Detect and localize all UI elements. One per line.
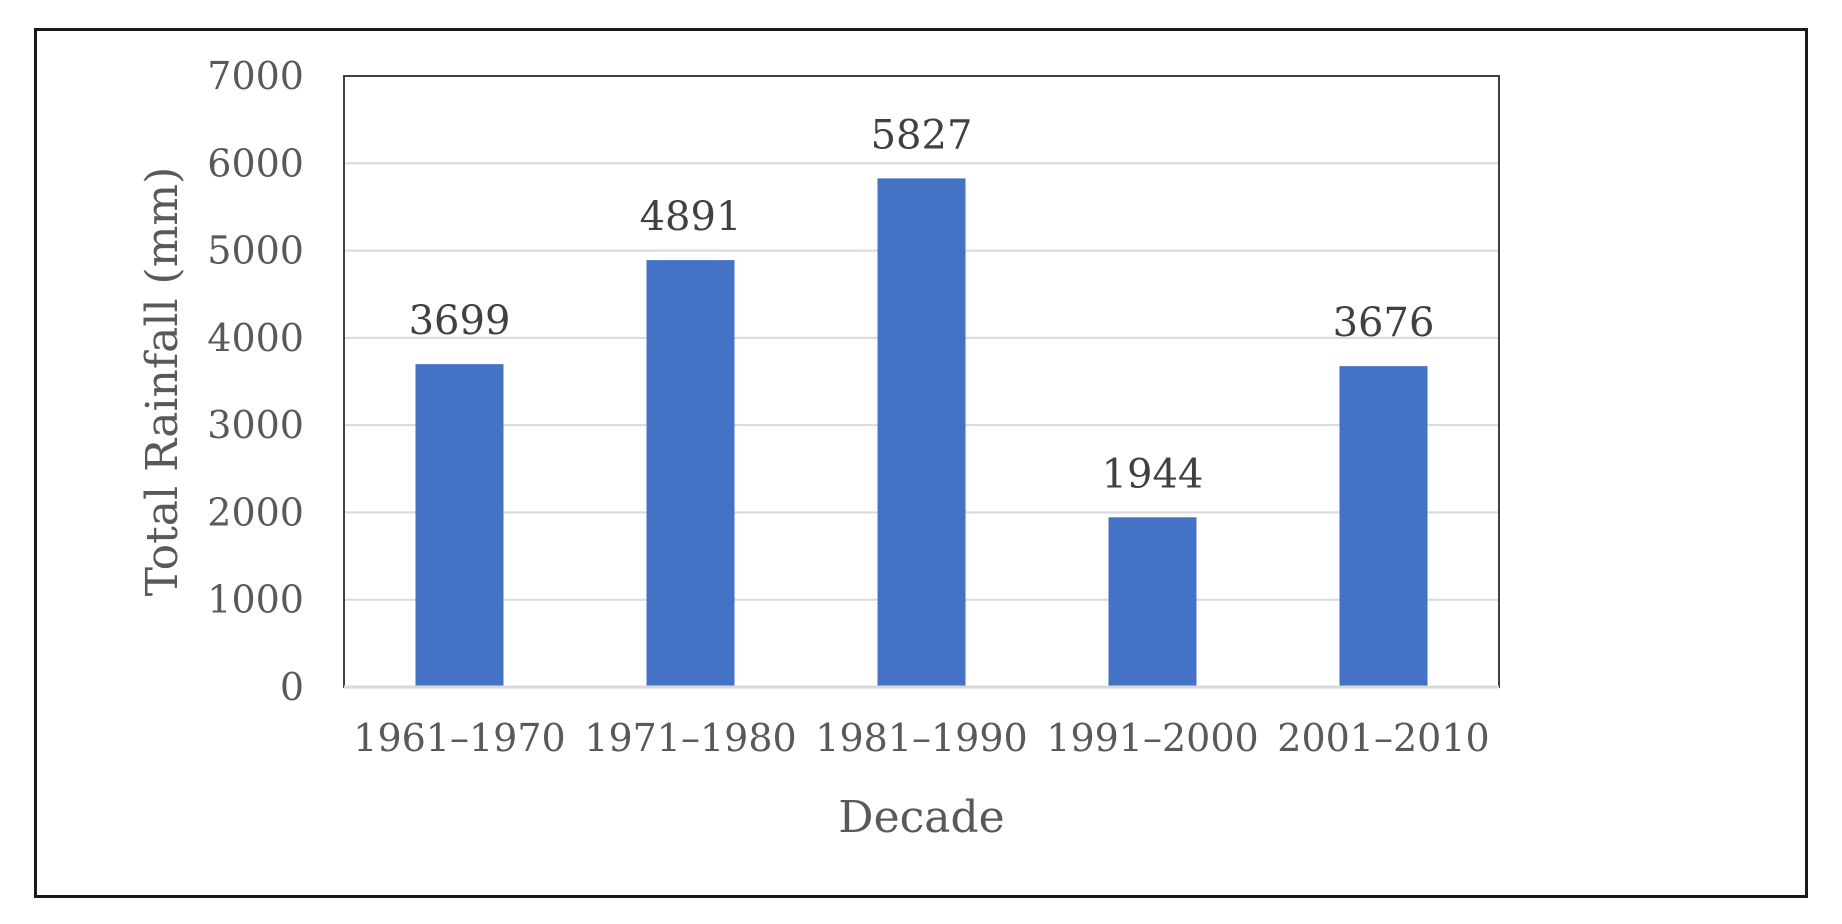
y-tick-label: 7000 bbox=[207, 54, 304, 98]
bar-3 bbox=[877, 178, 966, 687]
y-tick-label: 6000 bbox=[207, 141, 304, 185]
y-axis-title: Total Rainfall (mm) bbox=[137, 167, 188, 597]
data-label: 5827 bbox=[871, 112, 973, 158]
x-axis-title: Decade bbox=[838, 792, 1004, 843]
data-labels: 3699 4891 5827 1944 3676 bbox=[409, 112, 1435, 497]
x-tick-label: 2001–2010 bbox=[1277, 716, 1489, 760]
x-tick-label: 1971–1980 bbox=[584, 716, 796, 760]
bar-1 bbox=[415, 364, 504, 687]
x-tick-labels: 1961–1970 1971–1980 1981–1990 1991–2000 2001… bbox=[353, 716, 1489, 760]
y-tick-label: 3000 bbox=[207, 403, 304, 447]
bar-2 bbox=[646, 260, 735, 687]
x-tick-label: 1961–1970 bbox=[353, 716, 565, 760]
data-label: 3676 bbox=[1333, 300, 1435, 346]
data-label: 3699 bbox=[409, 298, 511, 344]
y-tick-labels: 0 1000 2000 3000 4000 5000 6000 7000 bbox=[207, 54, 304, 709]
bar-5 bbox=[1339, 366, 1428, 687]
x-tick-label: 1991–2000 bbox=[1046, 716, 1258, 760]
chart-frame: 0 1000 2000 3000 4000 5000 6000 7000 1961–1970 1… bbox=[34, 28, 1808, 898]
x-tick-label: 1981–1990 bbox=[815, 716, 1027, 760]
y-tick-label: 2000 bbox=[207, 490, 304, 534]
data-label: 4891 bbox=[640, 194, 742, 240]
bars bbox=[415, 178, 1428, 687]
data-label: 1944 bbox=[1102, 451, 1204, 497]
y-tick-label: 1000 bbox=[207, 578, 304, 622]
plot-area-border bbox=[343, 75, 1500, 689]
y-tick-label: 0 bbox=[280, 665, 304, 709]
y-tick-label: 4000 bbox=[207, 316, 304, 360]
bar-4 bbox=[1108, 517, 1197, 687]
y-tick-label: 5000 bbox=[207, 229, 304, 273]
